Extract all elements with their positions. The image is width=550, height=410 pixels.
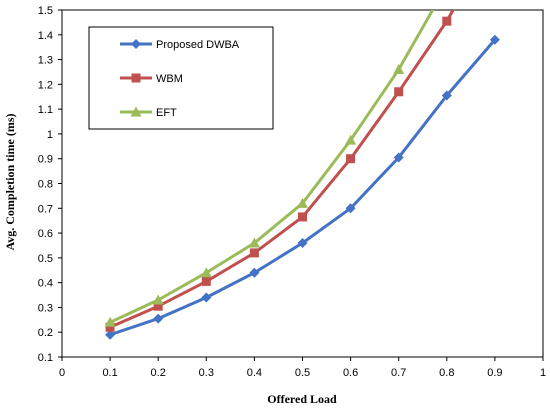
data-point (297, 197, 308, 208)
x-tick-label: 0.2 (151, 367, 166, 379)
plot-area: 0 0.1 0.2 0.3 0.4 0.5 0.6 0.7 0.8 0.9 1 0.1 0.2 0.3 0.… (38, 5, 546, 379)
series-2 (104, 10, 435, 327)
data-point (393, 152, 404, 163)
data-point (104, 316, 116, 327)
y-tick-label: 0.1 (38, 352, 53, 364)
data-point (394, 87, 404, 97)
x-tick-label: 0.9 (487, 367, 502, 379)
y-axis-label: Avg. Completion time (ms) (3, 113, 17, 250)
y-tick-label: 1.4 (38, 30, 53, 42)
y-tick-label: 0.7 (38, 203, 53, 215)
legend-box (88, 26, 274, 130)
data-point (153, 313, 164, 324)
y-tick-label: 0.2 (38, 327, 53, 339)
y-tick-label: 1.3 (38, 55, 53, 67)
x-tick-label: 0.8 (439, 367, 454, 379)
data-point (393, 63, 405, 74)
data-point (345, 134, 357, 145)
y-tick-label: 0.5 (38, 253, 53, 265)
data-point (152, 294, 164, 305)
data-point (200, 267, 212, 278)
x-axis-label: Offered Load (267, 392, 337, 406)
legend-marker (130, 106, 142, 117)
y-tick-label: 0.8 (38, 179, 53, 191)
data-point (201, 276, 211, 286)
y-tick-label: 0.9 (38, 154, 53, 166)
series-1 (105, 10, 455, 332)
data-point (345, 203, 356, 214)
x-tick-label: 0.6 (343, 367, 358, 379)
legend-marker (131, 39, 141, 49)
data-point (249, 267, 260, 278)
x-tick-label: 0.1 (102, 367, 117, 379)
data-point (297, 237, 308, 248)
x-tick-label: 0.7 (391, 367, 406, 379)
legend-label: Proposed DWBA (156, 39, 240, 51)
x-tick-label: 1 (540, 367, 546, 379)
y-tick-label: 0.3 (38, 302, 53, 314)
x-tick-label: 0 (59, 367, 65, 379)
data-point (441, 90, 452, 101)
data-point (248, 237, 260, 248)
data-point (201, 292, 212, 303)
data-point (105, 322, 115, 332)
y-tick-label: 1 (47, 129, 53, 141)
data-point (153, 301, 163, 311)
series-line (109, 10, 435, 324)
data-point (249, 248, 259, 258)
data-point (489, 34, 500, 45)
y-tick-label: 1.2 (38, 79, 53, 91)
x-tick-label: 0.5 (295, 367, 310, 379)
legend-label: WBM (156, 73, 183, 85)
y-tick-label: 0.4 (38, 278, 53, 290)
x-tick-label: 0.3 (199, 367, 214, 379)
y-tick-label: 1.5 (38, 5, 53, 17)
data-point (346, 154, 356, 164)
data-point (105, 329, 116, 340)
legend: Proposed DWBA WBM EFT (88, 26, 274, 130)
legend-marker (131, 73, 141, 83)
series-0 (105, 34, 500, 340)
x-tick-label: 0.4 (247, 367, 262, 379)
legend-label: EFT (156, 107, 177, 119)
data-point (298, 212, 307, 222)
y-tick-label: 1.1 (38, 104, 53, 116)
y-tick-label: 0.6 (38, 228, 53, 240)
data-point (442, 16, 452, 26)
